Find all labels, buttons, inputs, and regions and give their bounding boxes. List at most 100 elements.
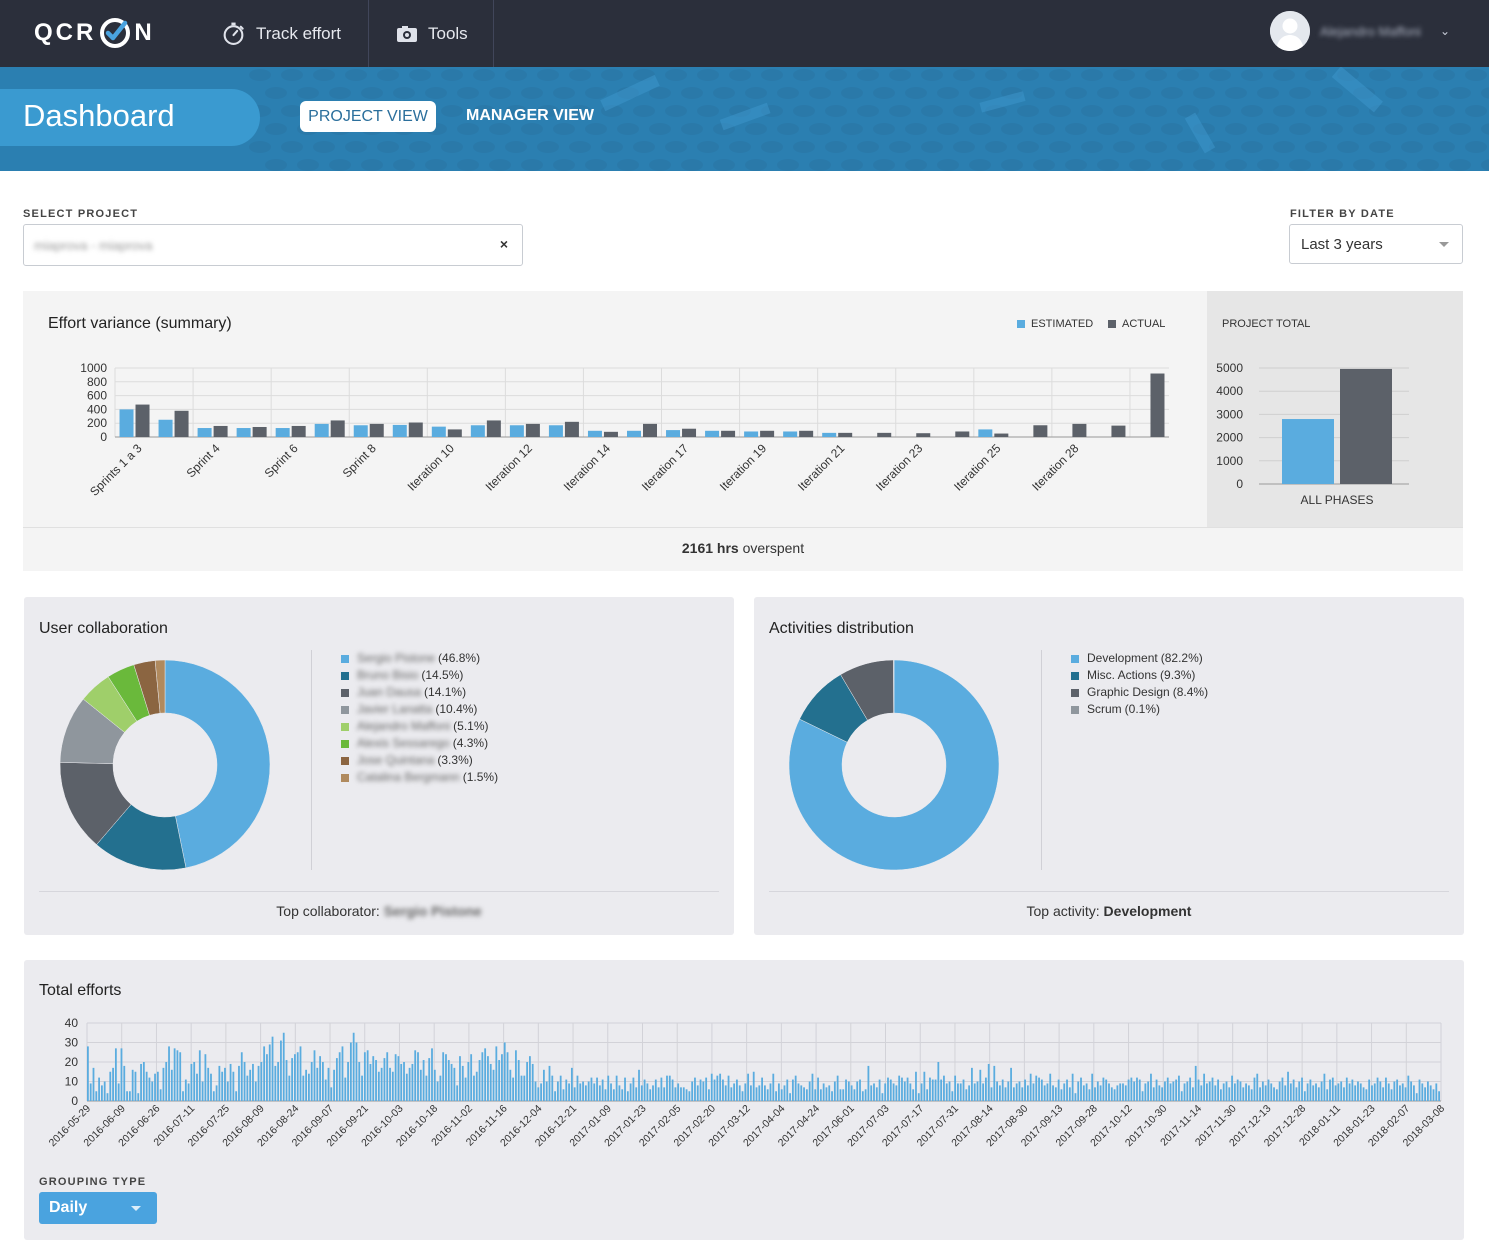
- bar: [632, 1077, 635, 1101]
- bar-actual: [213, 425, 228, 437]
- bar: [87, 1046, 89, 1101]
- bar: [998, 1085, 1001, 1101]
- bar: [162, 1067, 165, 1101]
- bar: [945, 1083, 948, 1101]
- bar: [1264, 1085, 1267, 1101]
- bar: [1323, 1073, 1326, 1101]
- bar: [593, 1083, 596, 1101]
- x-tick-label: Iteration 12: [483, 441, 536, 494]
- banner-dot: [585, 159, 607, 171]
- banner-dot: [665, 69, 687, 81]
- nav-tools[interactable]: Tools: [396, 0, 468, 67]
- banner-dot: [697, 69, 719, 81]
- bar: [573, 1087, 576, 1101]
- bar: [1035, 1075, 1038, 1101]
- banner-dot: [265, 159, 287, 171]
- banner-dot: [1449, 87, 1471, 99]
- bar: [391, 1071, 394, 1101]
- banner-dot: [1369, 141, 1391, 153]
- bar: [1214, 1085, 1217, 1101]
- bar-estimated: [548, 425, 563, 437]
- bar: [901, 1077, 903, 1101]
- bar: [1281, 1077, 1284, 1101]
- bar: [685, 1089, 688, 1101]
- bar: [176, 1050, 179, 1101]
- bar: [1144, 1083, 1147, 1101]
- nav-track-effort[interactable]: Track effort: [221, 0, 341, 67]
- bar: [218, 1065, 221, 1101]
- bar: [1295, 1087, 1298, 1101]
- select-project-input[interactable]: miaprova - miaprova ×: [23, 224, 523, 266]
- user-collaboration-donut: [59, 659, 271, 871]
- bar: [674, 1087, 677, 1101]
- bar: [131, 1069, 134, 1101]
- bar: [912, 1089, 915, 1101]
- bar: [193, 1062, 196, 1101]
- caret-down-icon: [1439, 242, 1449, 247]
- user-name[interactable]: Alejandro Maffoni: [1320, 24, 1421, 39]
- bar: [750, 1085, 752, 1101]
- x-tick-label: Iteration 19: [717, 441, 770, 494]
- y-tick-label: 4000: [1216, 384, 1243, 398]
- bar: [1066, 1079, 1068, 1101]
- qcron-logo[interactable]: QCR N: [34, 18, 155, 48]
- bar: [439, 1075, 442, 1101]
- bar: [654, 1079, 657, 1101]
- bar-actual: [603, 431, 618, 437]
- clear-icon[interactable]: ×: [499, 236, 508, 252]
- banner-dot: [969, 159, 991, 171]
- banner-dot: [1417, 159, 1439, 171]
- bar: [498, 1060, 501, 1101]
- legend-item: Javier Lanatta (10.4%): [341, 701, 498, 718]
- bar: [313, 1050, 316, 1101]
- banner-dot: [1401, 105, 1423, 117]
- bar-estimated: [822, 432, 837, 437]
- bar: [1007, 1081, 1010, 1101]
- banner-dot: [1481, 159, 1489, 171]
- bar: [1208, 1081, 1211, 1101]
- filter-date-select[interactable]: Last 3 years: [1289, 224, 1463, 264]
- bar: [512, 1077, 515, 1101]
- bar: [1116, 1085, 1119, 1101]
- banner-dot: [265, 87, 287, 99]
- bar: [889, 1079, 892, 1101]
- bar: [1105, 1079, 1108, 1101]
- grouping-type-select[interactable]: Daily: [39, 1192, 157, 1224]
- bar-actual: [682, 428, 697, 437]
- bar: [582, 1081, 584, 1101]
- bar: [481, 1052, 484, 1101]
- tab-manager-view[interactable]: MANAGER VIEW: [466, 107, 594, 124]
- banner-dot: [953, 69, 975, 81]
- bar: [321, 1062, 324, 1101]
- banner-dot: [1305, 141, 1327, 153]
- bar: [120, 1048, 123, 1101]
- banner-dot: [1017, 105, 1039, 117]
- bar: [425, 1075, 428, 1101]
- bar: [243, 1062, 246, 1101]
- bar: [755, 1087, 758, 1101]
- donut-slice: [893, 659, 895, 714]
- bar: [836, 1075, 839, 1101]
- bar: [1393, 1081, 1396, 1101]
- tab-project-view[interactable]: PROJECT VIEW: [300, 101, 436, 132]
- bar: [847, 1081, 850, 1101]
- activities-distribution-legend: Development (82.2%) Misc. Actions (9.3%) G…: [1071, 650, 1208, 718]
- bar: [212, 1091, 215, 1101]
- bar: [736, 1079, 738, 1101]
- bar-actual: [1072, 423, 1087, 437]
- bar: [501, 1054, 503, 1101]
- legend-item: Alejandro Maffoni (5.1%): [341, 718, 498, 735]
- bar-actual: [1111, 425, 1126, 437]
- bar: [495, 1046, 498, 1101]
- bar: [694, 1077, 696, 1101]
- bar: [1427, 1081, 1429, 1101]
- bar: [190, 1063, 193, 1101]
- bar: [282, 1032, 285, 1101]
- banner-dot: [1161, 159, 1183, 171]
- bar: [126, 1091, 128, 1101]
- chevron-down-icon[interactable]: ⌄: [1440, 24, 1451, 38]
- banner-dot: [553, 159, 575, 171]
- bar: [1166, 1077, 1169, 1101]
- user-avatar[interactable]: [1270, 11, 1310, 51]
